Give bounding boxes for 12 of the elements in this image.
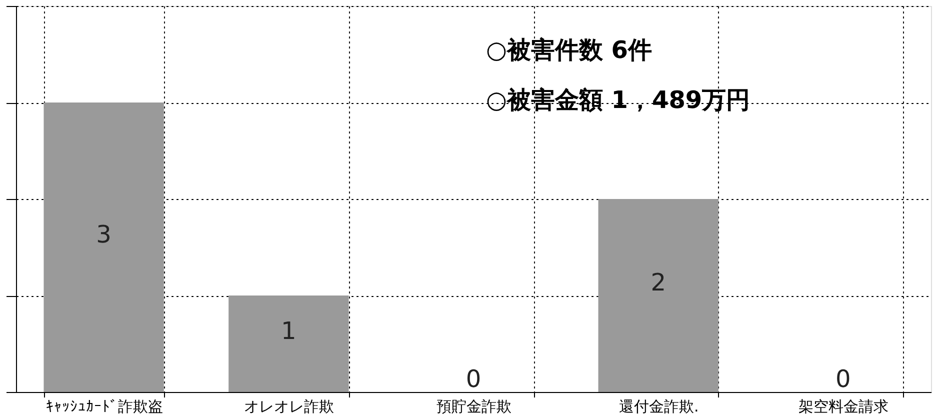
data-label: 2 <box>650 268 666 296</box>
annotation: ○被害件数 6件 <box>486 36 652 64</box>
data-label: 1 <box>281 316 296 345</box>
x-tick-label: 預貯金詐欺 <box>436 398 512 416</box>
x-tick-label: オレオレ詐欺 <box>244 398 334 416</box>
data-label: 3 <box>96 220 112 248</box>
annotation: ○被害金額 1，489万円 <box>486 86 750 114</box>
x-tick-label: 架空料金請求 <box>798 398 889 416</box>
x-tick-label: ｷｬｯｼｭｶｰﾄﾞ詐欺盗 <box>46 398 163 416</box>
x-tick-label: 還付金詐欺. <box>618 398 699 416</box>
data-label: 0 <box>466 365 482 393</box>
data-label: 0 <box>836 365 851 393</box>
